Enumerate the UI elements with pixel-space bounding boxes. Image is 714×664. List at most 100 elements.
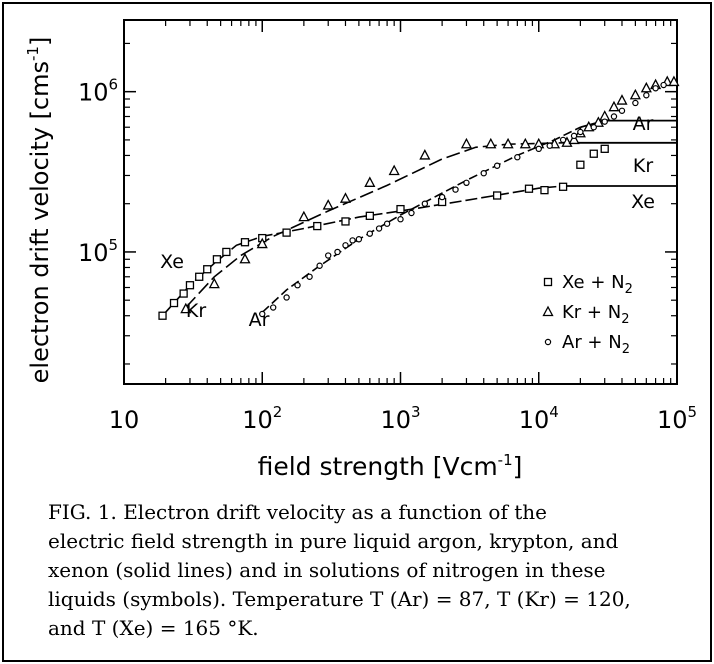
x-tick-label: 10 bbox=[109, 406, 140, 434]
xe-curve-label: Xe bbox=[160, 251, 184, 273]
points-layer bbox=[158, 75, 680, 320]
kr-legend-label: Kr + N2 bbox=[562, 302, 629, 327]
x-tick-label: 104 bbox=[519, 403, 559, 434]
plot-area bbox=[123, 19, 678, 385]
kr-point bbox=[608, 100, 620, 112]
kr-point bbox=[388, 164, 400, 176]
ar-point bbox=[546, 142, 553, 149]
xe-point bbox=[158, 311, 167, 320]
y-axis-label: electron drift velocity [cms-1] bbox=[24, 37, 54, 384]
xe-point bbox=[576, 160, 585, 169]
xe-end-label: Xe bbox=[631, 191, 655, 213]
xe-point bbox=[313, 221, 322, 231]
caption-line-5: and T (Xe) = 165 °K. bbox=[48, 616, 259, 640]
ar-end-label: Ar bbox=[633, 113, 654, 135]
xe-point bbox=[185, 281, 195, 290]
kr-dashed-line bbox=[185, 142, 564, 309]
kr-point bbox=[502, 137, 514, 149]
xe-point bbox=[341, 217, 350, 226]
xe-point bbox=[600, 144, 609, 153]
ar-point bbox=[632, 99, 639, 107]
ar-point bbox=[325, 252, 332, 259]
xe-legend-label: Xe + N2 bbox=[562, 272, 633, 297]
ar-point bbox=[452, 186, 459, 193]
ar-point bbox=[618, 107, 626, 114]
xe-point bbox=[365, 211, 374, 220]
xe-point bbox=[282, 228, 291, 237]
xe-point bbox=[396, 204, 405, 214]
xe-point bbox=[240, 238, 250, 247]
kr-point bbox=[668, 75, 680, 87]
ar-point bbox=[375, 225, 383, 232]
caption-line-2: electric field strength in pure liquid a… bbox=[48, 529, 619, 553]
kr-point bbox=[298, 210, 310, 222]
ar-legend-marker bbox=[544, 338, 552, 346]
ar-point bbox=[294, 282, 301, 289]
caption-line-1: FIG. 1. Electron drift velocity as a fun… bbox=[48, 500, 547, 524]
kr-legend-marker bbox=[542, 305, 554, 317]
ar-point bbox=[570, 132, 578, 140]
y-tick-label: 106 bbox=[78, 76, 118, 107]
figure-caption: FIG. 1. Electron drift velocity as a fun… bbox=[48, 498, 688, 643]
xe-point bbox=[492, 191, 502, 200]
ar-point bbox=[643, 92, 650, 99]
caption-line-3: xenon (solid lines) and in solutions of … bbox=[48, 558, 606, 582]
ar-point bbox=[559, 136, 567, 144]
y-tick-label: 105 bbox=[78, 236, 118, 267]
ar-point bbox=[610, 113, 618, 120]
chart: 10 102 103 104 105 105 106 Xe Xe Kr Kr Ar Ar electro… bbox=[24, 19, 697, 481]
ar-point bbox=[408, 209, 415, 217]
xe-point bbox=[179, 289, 188, 298]
kr-point bbox=[419, 149, 431, 160]
kr-point bbox=[519, 137, 531, 149]
xe-point bbox=[169, 298, 179, 308]
ar-curve-label: Ar bbox=[249, 309, 270, 331]
kr-curve-label: Kr bbox=[186, 300, 206, 322]
ar-point bbox=[577, 128, 584, 136]
ar-point bbox=[514, 154, 521, 161]
ar-point bbox=[269, 304, 277, 311]
ar-point bbox=[601, 118, 608, 125]
ticks-layer bbox=[123, 20, 678, 384]
kr-end-label: Kr bbox=[633, 155, 653, 177]
xe-point bbox=[558, 182, 568, 191]
ar-point bbox=[535, 145, 542, 153]
kr-point bbox=[364, 176, 376, 187]
kr-point bbox=[485, 137, 497, 149]
xe-point bbox=[212, 255, 222, 264]
kr-point bbox=[460, 137, 473, 149]
x-axis-label: field strength [Vcm-1] bbox=[258, 451, 523, 481]
kr-point bbox=[208, 277, 220, 289]
caption-line-4: liquids (symbols). Temperature T (Ar) = … bbox=[48, 587, 631, 611]
x-tick-label: 105 bbox=[657, 403, 697, 434]
xe-point bbox=[203, 265, 212, 274]
kr-point bbox=[322, 199, 334, 210]
kr-point bbox=[339, 192, 352, 203]
ar-point bbox=[383, 220, 391, 227]
ar-point bbox=[660, 81, 667, 89]
ar-point bbox=[306, 273, 313, 280]
ar-point bbox=[283, 294, 290, 301]
kr-point bbox=[180, 302, 192, 314]
ar-point bbox=[480, 169, 487, 177]
ar-point bbox=[316, 262, 323, 269]
ar-point bbox=[493, 162, 501, 169]
ar-point bbox=[355, 236, 363, 243]
ar-point bbox=[421, 200, 429, 207]
xe-point bbox=[540, 185, 549, 195]
kr-point bbox=[256, 237, 268, 249]
ar-point bbox=[463, 179, 470, 187]
ar-point bbox=[438, 193, 446, 201]
kr-point bbox=[568, 133, 580, 145]
ar-point bbox=[652, 85, 659, 92]
ar-legend-label: Ar + N2 bbox=[562, 332, 630, 357]
ar-point bbox=[366, 230, 374, 237]
labels-layer: 10 102 103 104 105 105 106 Xe Xe Kr Kr Ar Ar bbox=[78, 76, 697, 434]
kr-point bbox=[616, 94, 628, 105]
xe-point bbox=[195, 272, 204, 281]
ar-point bbox=[342, 242, 349, 249]
kr-point bbox=[239, 252, 251, 264]
kr-point bbox=[629, 88, 641, 100]
legend: Xe + N2 Kr + N2 Ar + N2 bbox=[542, 272, 633, 357]
